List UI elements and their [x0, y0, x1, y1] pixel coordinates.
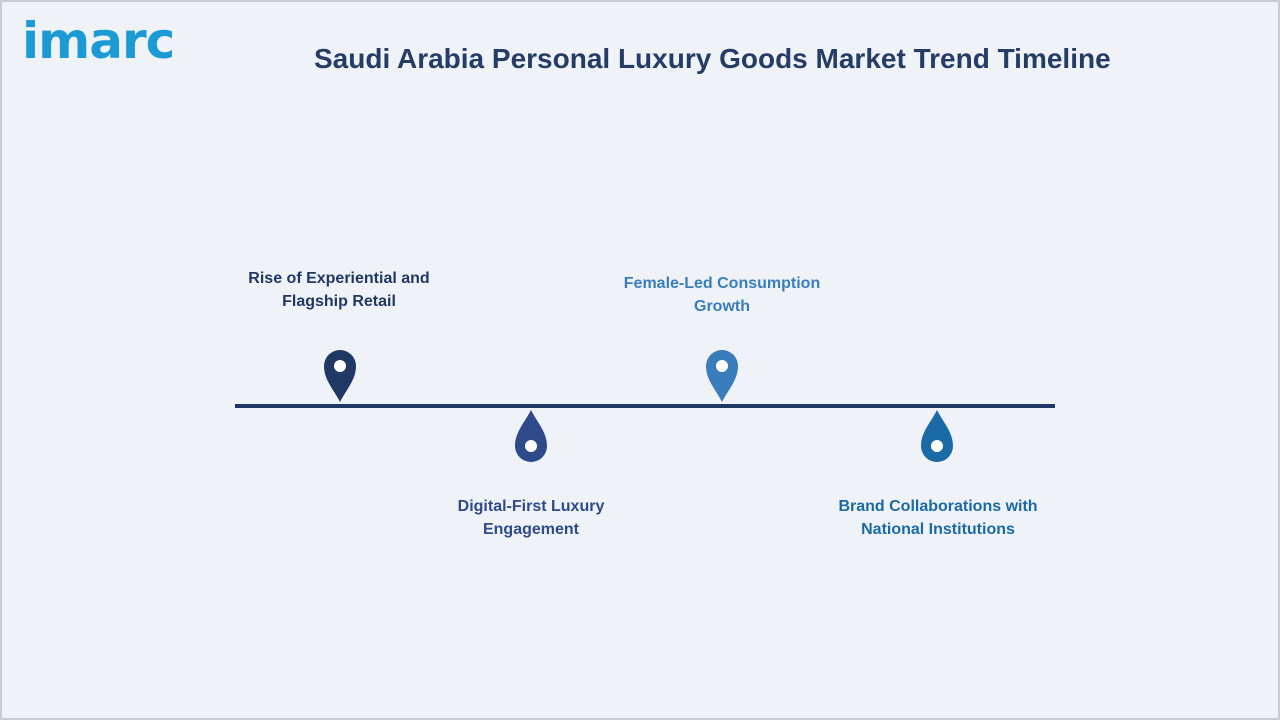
- timeline-label-3: Female-Led Consumption Growth: [623, 275, 821, 315]
- timeline-label-2: Digital-First Luxury Engagement: [457, 498, 605, 538]
- imarc-logo: imarc: [22, 12, 175, 70]
- marker-dot: [931, 440, 943, 452]
- marker-dot: [334, 360, 346, 372]
- map-pin-icon: [324, 350, 356, 402]
- timeline-marker-1: [324, 350, 356, 402]
- page-title: Saudi Arabia Personal Luxury Goods Marke…: [314, 43, 1111, 74]
- droplet-icon: [515, 410, 547, 462]
- timeline-label-1: Rise of Experiential and Flagship Retail: [248, 270, 430, 310]
- timeline-marker-4: [921, 410, 953, 462]
- marker-dot: [716, 360, 728, 372]
- map-pin-icon: [706, 350, 738, 402]
- timeline-label-4: Brand Collaborations with National Instit…: [838, 498, 1038, 538]
- droplet-icon: [921, 410, 953, 462]
- marker-dot: [525, 440, 537, 452]
- timeline-marker-2: [515, 410, 547, 462]
- timeline-marker-3: [706, 350, 738, 402]
